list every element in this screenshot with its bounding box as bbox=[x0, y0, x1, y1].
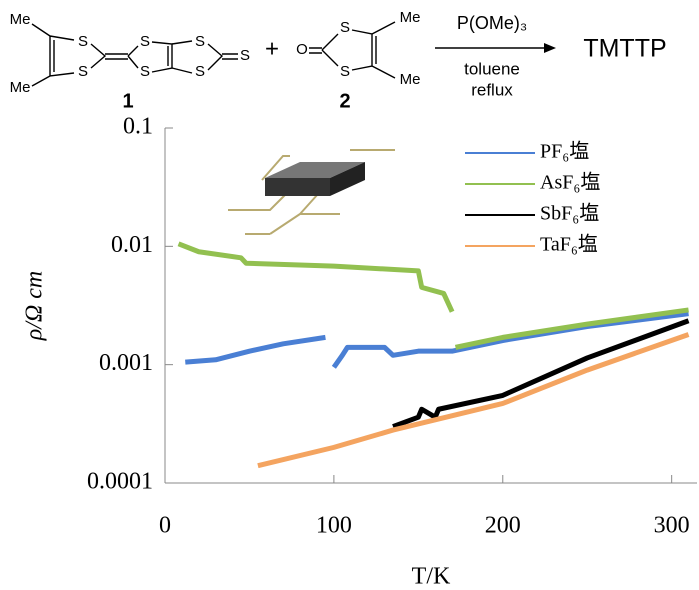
legend-label: SbF₆塩 bbox=[540, 202, 599, 225]
plus: + bbox=[265, 35, 279, 62]
y-tick-label: 0.0001 bbox=[87, 469, 153, 495]
x-tick-label: 200 bbox=[485, 513, 521, 539]
reagent: P(OMe)₃ bbox=[457, 13, 527, 33]
atom: S bbox=[195, 33, 205, 50]
condition: toluene bbox=[464, 59, 520, 78]
structure-1 bbox=[31, 23, 238, 87]
atom: S bbox=[240, 47, 250, 64]
product: TMTTP bbox=[583, 35, 666, 63]
x-axis-label: T/K bbox=[412, 564, 451, 590]
atom: Me bbox=[10, 79, 31, 96]
legend-label: AsF₆塩 bbox=[540, 171, 600, 194]
compound-label: 1 bbox=[122, 90, 133, 112]
legend-label: PF₆塩 bbox=[540, 140, 589, 163]
atom: Me bbox=[10, 11, 31, 28]
series-line bbox=[177, 241, 689, 350]
atom: S bbox=[78, 63, 88, 80]
y-tick-label: 0.001 bbox=[99, 350, 153, 376]
atom: S bbox=[340, 63, 350, 80]
compound-label: 2 bbox=[339, 90, 350, 112]
atom: S bbox=[78, 33, 88, 50]
y-tick-label: 0.1 bbox=[123, 114, 153, 140]
condition: reflux bbox=[471, 80, 513, 99]
structure-2 bbox=[309, 21, 396, 79]
arrow-head bbox=[544, 43, 556, 53]
device-inset bbox=[228, 149, 395, 235]
atom: Me bbox=[400, 9, 421, 26]
x-tick-label: 0 bbox=[159, 513, 171, 539]
atom: S bbox=[195, 63, 205, 80]
y-tick-label: 0.01 bbox=[111, 232, 153, 258]
series-line bbox=[185, 311, 689, 369]
legend-label: TaF₆塩 bbox=[540, 233, 598, 256]
x-tick-label: 300 bbox=[654, 513, 690, 539]
y-axis-label: ρ/Ω cm bbox=[22, 271, 48, 342]
atom: Me bbox=[400, 71, 421, 88]
atom: S bbox=[140, 33, 150, 50]
atom: O bbox=[296, 41, 308, 58]
atom: S bbox=[340, 19, 350, 36]
x-tick-label: 100 bbox=[316, 513, 352, 539]
series-line bbox=[257, 332, 690, 469]
atom: S bbox=[140, 63, 150, 80]
series-line bbox=[392, 318, 690, 429]
